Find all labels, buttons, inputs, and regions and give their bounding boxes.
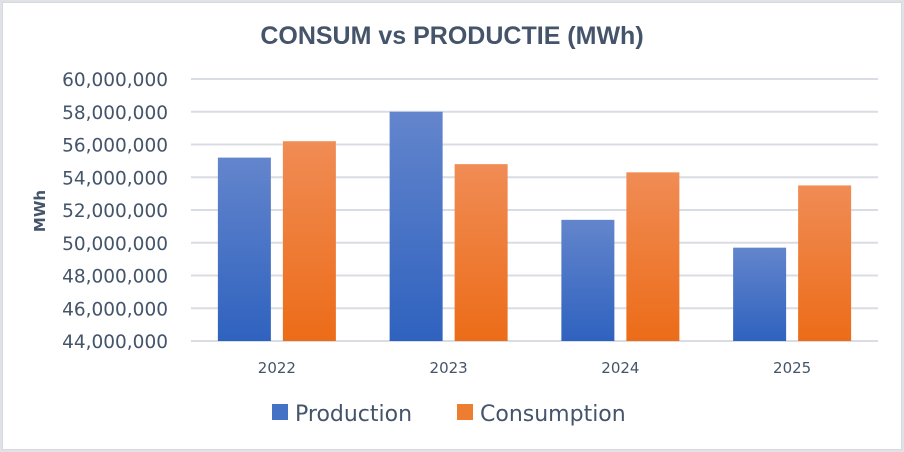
bar-consumption-2022: [282, 141, 336, 341]
y-tick-label: 58,000,000: [62, 103, 168, 124]
legend-swatch-consumption: [457, 404, 473, 420]
legend-label-production: Production: [295, 402, 412, 427]
y-tick-label: 50,000,000: [62, 234, 168, 255]
bar-consumption-2025: [798, 185, 852, 341]
bar-production-2024: [561, 219, 615, 341]
bar-production-2022: [217, 157, 271, 341]
y-tick-label: 48,000,000: [62, 267, 168, 288]
y-tick-label: 60,000,000: [62, 70, 168, 91]
y-tick-label: 46,000,000: [62, 299, 168, 320]
legend-swatch-production: [272, 404, 288, 420]
legend-label-consumption: Consumption: [480, 402, 626, 427]
y-tick-label: 44,000,000: [62, 332, 168, 353]
x-tick-label: 2024: [601, 359, 639, 377]
bar-production-2025: [733, 247, 787, 341]
chart-title: CONSUM vs PRODUCTIE (MWh): [260, 22, 643, 50]
x-tick-label: 2023: [430, 359, 468, 377]
bar-production-2023: [389, 111, 443, 341]
y-tick-label: 54,000,000: [62, 168, 168, 189]
bar-consumption-2023: [454, 164, 508, 341]
y-axis-label: MWh: [31, 190, 49, 232]
y-tick-label: 52,000,000: [62, 201, 168, 222]
y-tick-label: 56,000,000: [62, 136, 168, 157]
x-tick-label: 2025: [773, 359, 811, 377]
bar-consumption-2024: [626, 172, 680, 341]
x-tick-label: 2022: [258, 359, 296, 377]
